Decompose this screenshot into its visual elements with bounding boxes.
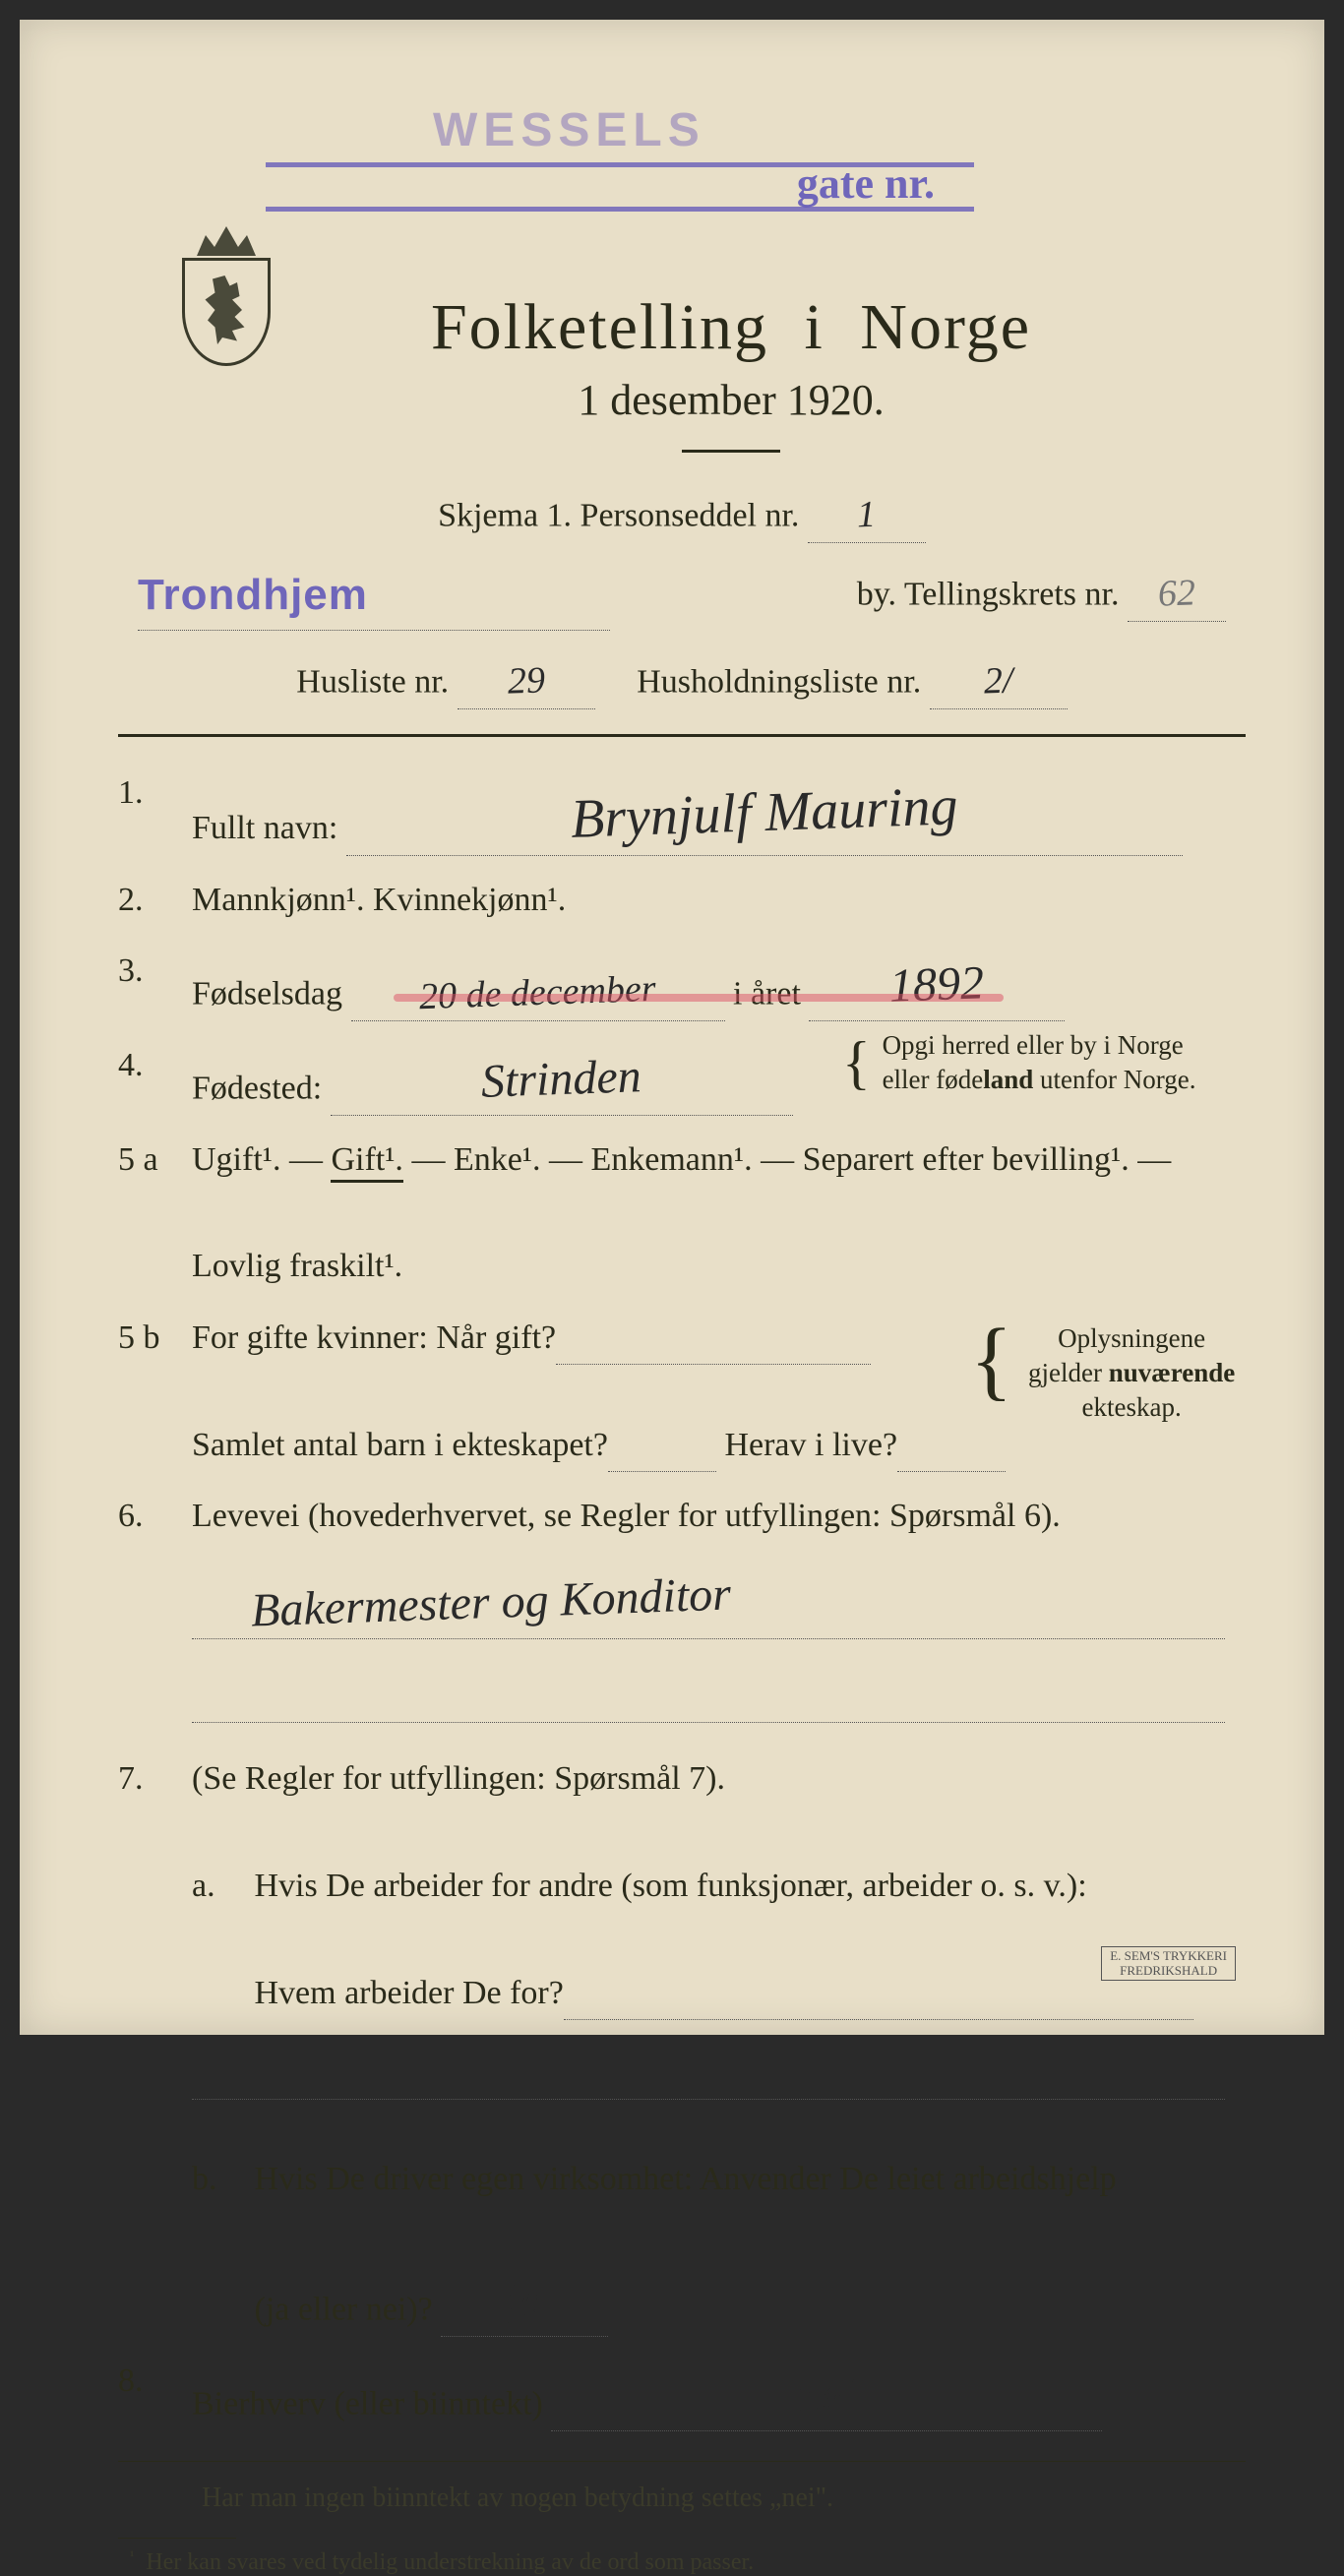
q5a-gift: Gift¹. xyxy=(331,1141,402,1183)
q5b-num: 5 b xyxy=(118,1312,192,1472)
q5a-line2: Lovlig fraskilt¹. xyxy=(192,1248,402,1284)
personseddel-nr: 1 xyxy=(856,485,877,545)
q5b-l2a: Samlet antal barn i ekteskapet? xyxy=(192,1427,608,1463)
tellingskrets-nr: 62 xyxy=(1157,563,1196,624)
q7b-num: b. xyxy=(192,2153,246,2206)
brace-icon: { xyxy=(842,1024,871,1101)
question-4: 4. Fødested: Strinden { Opgi herred elle… xyxy=(118,1039,1246,1116)
meta-line-3: Husliste nr. 29 Husholdningsliste nr. 2/ xyxy=(118,648,1246,709)
footnote-divider xyxy=(118,2538,236,2539)
q8-value: nei xyxy=(797,2357,857,2434)
crown-icon xyxy=(197,226,256,256)
title-block: Folketelling i Norge 1 desember 1920. xyxy=(216,290,1246,453)
title-divider xyxy=(682,450,780,453)
question-8: 8. Bierhverv (eller biinntekt) nei xyxy=(118,2355,1246,2431)
q5b-note-l2b: nuværende xyxy=(1109,1358,1236,1387)
stamp-gate-line: gate nr. xyxy=(266,162,974,212)
q5b-sidenote: { Oplysningene gjelder nuværende ekteska… xyxy=(970,1321,1246,1425)
question-5b: 5 b For gifte kvinner: Når gift? Samlet … xyxy=(118,1312,1246,1472)
q3-num: 3. xyxy=(118,945,192,1021)
q6-value: Bakermester og Konditor xyxy=(250,1558,732,1650)
q5b-l2b: Herav i live? xyxy=(724,1427,897,1463)
meta-line-1: Skjema 1. Personseddel nr. 1 xyxy=(118,482,1246,543)
q3-label-a: Fødselsdag xyxy=(192,975,342,1012)
question-2: 2. Mannkjønn¹. Kvinnekjønn¹. xyxy=(118,874,1246,927)
q1-num: 1. xyxy=(118,767,192,856)
printer-l2: FREDRIKSHALD xyxy=(1120,1963,1217,1978)
q7a-num: a. xyxy=(192,1860,246,1913)
q7a-l1: Hvis De arbeider for andre (som funksjon… xyxy=(255,1868,1087,1904)
question-5a: 5 a Ugift¹. — Gift¹. — Enke¹. — Enkemann… xyxy=(118,1134,1246,1294)
stamp-wessels: WESSELS xyxy=(433,103,705,157)
q5b-note-l2a: gjelder xyxy=(1028,1358,1109,1387)
husholdning-nr: 2/ xyxy=(983,651,1014,712)
q5a-text1: Ugift¹. — xyxy=(192,1141,331,1178)
husliste-label: Husliste nr. xyxy=(296,664,449,701)
question-6: 6. Levevei (hovederhvervet, se Regler fo… xyxy=(118,1490,1246,1724)
question-1: 1. Fullt navn: Brynjulf Mauring xyxy=(118,767,1246,856)
q1-label: Fullt navn: xyxy=(192,810,337,846)
q4-num: 4. xyxy=(118,1039,192,1116)
q5b-l1a: For gifte kvinner: Når gift? xyxy=(192,1319,556,1356)
skjema-label: Skjema 1. Personseddel nr. xyxy=(438,497,799,533)
census-form-page: WESSELS gate nr. 32 Folketelling i Norge… xyxy=(20,20,1324,2035)
shield-icon xyxy=(182,258,271,366)
husholdning-label: Husholdningsliste nr. xyxy=(637,664,921,701)
main-divider xyxy=(118,734,1246,737)
q5a-text2: — Enke¹. — Enkemann¹. — Separert efter b… xyxy=(403,1141,1171,1178)
q2-label: Mannkjønn¹. Kvinnekjønn¹. xyxy=(192,874,1246,927)
footer-note: Har man ingen biinntekt av nogen betydni… xyxy=(118,2477,1246,2521)
q7b-value: ja xyxy=(505,2262,544,2339)
q7b-l2: (ja eller nei)? xyxy=(255,2291,433,2327)
coat-of-arms-icon xyxy=(172,226,280,364)
q4-note-l2a: eller føde xyxy=(883,1065,984,1094)
q8-label: Bierhverv (eller biinntekt) xyxy=(192,2385,543,2422)
lion-icon xyxy=(203,276,252,344)
q6-label: Levevei (hovederhvervet, se Regler for u… xyxy=(192,1498,1061,1534)
q4-note-l1: Opgi herred eller by i Norge xyxy=(883,1030,1184,1060)
husliste-nr: 29 xyxy=(507,651,546,712)
city-stamp: Trondhjem xyxy=(138,571,368,619)
q6-num: 6. xyxy=(118,1490,192,1724)
q4-label: Fødested: xyxy=(192,1070,322,1106)
q4-value: Strinden xyxy=(480,1039,642,1120)
q2-num: 2. xyxy=(118,874,192,927)
printer-l1: E. SEM'S TRYKKERI xyxy=(1110,1948,1227,1963)
q7b-l1: Hvis De driver egen virksomhet: Anvender… xyxy=(255,2161,1117,2197)
gate-label: gate nr. xyxy=(797,159,935,208)
main-title: Folketelling i Norge xyxy=(216,290,1246,365)
footnote-text: Her kan svares ved tydelig understreknin… xyxy=(146,2549,754,2575)
q5b-note-l1: Oplysningene xyxy=(1058,1323,1205,1353)
meta-line-2: Trondhjem by. Tellingskrets nr. 62 xyxy=(118,561,1246,631)
brace-icon: { xyxy=(970,1321,1012,1400)
q7-label: (Se Regler for utfyllingen: Spørsmål 7). xyxy=(192,1760,725,1797)
q5b-note-l3: ekteskap. xyxy=(1081,1392,1181,1422)
red-underline xyxy=(394,994,1004,1002)
footnote-num: ¹ xyxy=(130,2548,134,2564)
footnote-line: ¹ Her kan svares ved tydelig understrekn… xyxy=(118,2548,1246,2576)
q5a-num: 5 a xyxy=(118,1134,192,1294)
printer-mark: E. SEM'S TRYKKERI FREDRIKSHALD xyxy=(1101,1946,1236,1981)
q4-sidenote: { Opgi herred eller by i Norge eller fød… xyxy=(842,1024,1246,1101)
q7-num: 7. xyxy=(118,1752,192,2336)
subtitle: 1 desember 1920. xyxy=(216,375,1246,425)
q7a-l2: Hvem arbeider De for? xyxy=(255,1975,564,2011)
q4-note-l2b: land xyxy=(983,1065,1033,1094)
q1-value: Brynjulf Mauring xyxy=(570,763,959,864)
q8-num: 8. xyxy=(118,2355,192,2431)
by-label: by. Tellingskrets nr. xyxy=(857,576,1120,612)
q4-note-l2c: utenfor Norge. xyxy=(1033,1065,1195,1094)
question-3: 3. Fødselsdag 20 de december i året 1892 xyxy=(118,945,1246,1021)
footer-divider xyxy=(118,2461,1246,2462)
question-7: 7. (Se Regler for utfyllingen: Spørsmål … xyxy=(118,1752,1246,2336)
q3-year: 1892 xyxy=(888,946,986,1024)
